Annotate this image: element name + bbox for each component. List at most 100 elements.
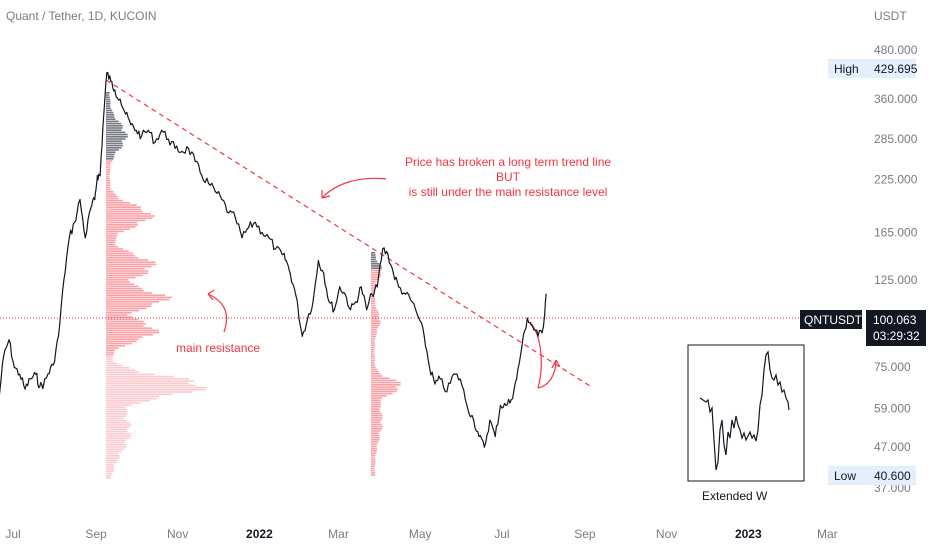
price-point — [94, 199, 96, 201]
x-tick-label: May — [409, 527, 432, 541]
volume-profile-bar — [371, 337, 376, 340]
volume-profile-bar — [371, 342, 375, 344]
price-point — [57, 335, 60, 337]
low-badge: Low 40.600 — [828, 466, 916, 485]
volume-profile-bar — [106, 428, 127, 431]
price-point — [187, 147, 190, 149]
volume-profile-bar — [371, 419, 382, 421]
price-point — [24, 388, 26, 390]
volume-profile-bar — [371, 274, 382, 276]
volume-profile-bar — [106, 327, 152, 329]
volume-profile-bar — [371, 355, 375, 357]
y-tick-label: 225.000 — [874, 173, 918, 187]
price-point — [99, 175, 101, 177]
price-point — [382, 248, 384, 250]
volume-profile-bar — [371, 258, 376, 261]
trend-note-line-2: BUT — [496, 170, 521, 184]
volume-profile-bar — [371, 291, 375, 294]
y-tick-label: 75.000 — [874, 360, 911, 374]
volume-profile-bar — [106, 422, 130, 424]
volume-profile-bar — [106, 169, 111, 171]
volume-profile-bar — [106, 461, 117, 464]
volume-profile-bar — [371, 322, 381, 324]
y-tick-label: 125.000 — [874, 273, 918, 287]
x-tick-label: Nov — [167, 527, 188, 541]
y-axis-unit: USDT — [874, 9, 907, 23]
price-point — [537, 335, 539, 337]
volume-profile-bar — [371, 351, 375, 353]
volume-profile-bar — [371, 278, 379, 280]
volume-profile-bar — [371, 282, 376, 285]
volume-profile-bar — [371, 450, 377, 452]
price-point — [307, 317, 309, 319]
volume-profile-bar — [106, 433, 131, 435]
volume-profile-bar — [106, 230, 124, 233]
price-point — [68, 237, 70, 239]
volume-profile-bar — [106, 151, 116, 153]
volume-profile-bar — [106, 206, 141, 208]
volume-profile-bar — [371, 315, 379, 318]
volume-profile — [106, 92, 401, 479]
inset-w-pattern-line — [699, 350, 790, 471]
volume-profile-bar — [106, 235, 117, 237]
volume-profile-bar — [106, 195, 118, 197]
volume-profile-bar — [106, 468, 115, 470]
price-point — [392, 272, 394, 274]
volume-profile-bar — [106, 474, 112, 477]
volume-profile-bar — [371, 456, 375, 459]
volume-profile-bar — [106, 356, 113, 358]
volume-profile-bar — [371, 406, 381, 408]
volume-profile-bar — [371, 428, 383, 430]
volume-profile-bar — [371, 408, 380, 410]
x-axis: Jul Sep Nov 2022 Mar May Jul Sep Nov 2023 Mar — [5, 527, 837, 541]
volume-profile-bar — [371, 472, 376, 474]
volume-profile-bar — [106, 472, 113, 475]
volume-profile-bar — [106, 316, 133, 318]
volume-profile-bar — [106, 444, 127, 446]
volume-profile-bar — [106, 224, 138, 226]
volume-profile-bar — [371, 276, 381, 278]
volume-profile-bar — [106, 164, 111, 167]
volume-profile-bar — [106, 228, 131, 230]
volume-profile-bar — [371, 467, 375, 470]
volume-profile-bar — [106, 202, 131, 204]
volume-profile-bar — [106, 243, 116, 246]
volume-profile-bar — [371, 298, 376, 300]
price-point — [84, 237, 86, 239]
volume-profile-bar — [371, 260, 378, 263]
volume-profile-bar — [106, 389, 206, 391]
volume-profile-bar — [106, 140, 122, 142]
volume-profile-bar — [106, 477, 111, 479]
price-point — [545, 293, 547, 295]
breakout-arrow-head — [551, 359, 561, 369]
volume-profile-bar — [106, 369, 136, 371]
price-point — [344, 293, 346, 295]
annotations-layer — [0, 79, 800, 389]
volume-profile-bar — [371, 399, 381, 401]
volume-profile-bar — [106, 144, 123, 147]
price-point — [505, 404, 507, 406]
volume-profile-bar — [106, 131, 126, 134]
price-point — [404, 293, 406, 295]
volume-profile-bar — [106, 109, 113, 112]
volume-profile-bar — [371, 395, 387, 397]
volume-profile-bar — [106, 340, 137, 343]
volume-profile-bar — [371, 269, 381, 272]
price-point — [234, 217, 236, 219]
volume-profile-bar — [106, 371, 140, 373]
volume-profile-bar — [106, 232, 118, 235]
price-point — [387, 254, 389, 256]
volume-profile-bar — [106, 413, 128, 415]
price-point — [281, 254, 283, 256]
volume-profile-bar — [106, 426, 130, 428]
volume-profile-bar — [371, 307, 376, 309]
volume-profile-bar — [106, 437, 130, 439]
price-point — [147, 129, 149, 131]
volume-profile-bar — [106, 439, 127, 442]
volume-profile-bar — [371, 441, 379, 443]
low-badge-value: 40.600 — [874, 469, 911, 483]
volume-profile-bar — [371, 353, 375, 355]
price-point — [13, 366, 15, 368]
volume-profile-bar — [106, 446, 127, 448]
volume-profile-bar — [106, 265, 152, 268]
